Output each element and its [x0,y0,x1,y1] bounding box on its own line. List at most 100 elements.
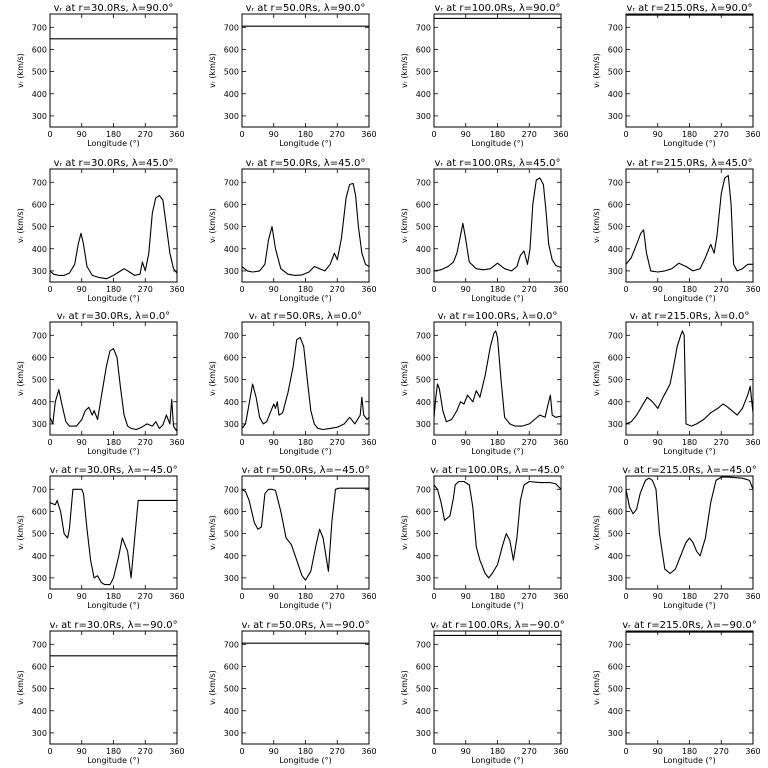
panel-title: vᵣ at r=30.0Rs, λ=0.0° [57,311,170,322]
y-axis-label: vᵣ (km/s) [208,515,217,550]
x-tick-label: 0 [623,438,628,447]
panel-title: vᵣ at r=50.0Rs, λ=−45.0° [241,465,369,476]
y-tick-label: 500 [224,376,239,385]
series-line [626,476,753,575]
y-tick-label: 300 [224,729,239,738]
plot-frame [241,168,370,283]
y-tick-label: 400 [416,398,431,407]
x-axis-label: Longitude (°) [471,756,524,765]
x-tick-label: 0 [623,285,628,294]
y-tick-label: 600 [416,507,431,516]
y-tick-label: 500 [32,685,47,694]
x-axis-label: Longitude (°) [471,139,524,148]
y-tick-label: 400 [416,707,431,716]
chart-panel-9: vᵣ at r=50.0Rs, λ=0.0° 0 90 180 270 360 300 400… [208,311,377,456]
y-tick-label: 700 [416,331,431,340]
panel-title: vᵣ at r=100.0Rs, λ=90.0° [434,3,560,14]
y-tick-label: 300 [416,112,431,121]
chart-panel-10: vᵣ at r=100.0Rs, λ=0.0° 0 90 180 270 360 300 40… [400,311,569,456]
y-tick-label: 300 [32,420,47,429]
y-tick-label: 700 [224,640,239,649]
y-tick-label: 400 [416,245,431,254]
plot-frame [625,13,754,128]
chart-panel-15: vᵣ at r=215.0Rs, λ=−45.0° 0 90 180 270 360 300… [592,465,761,610]
y-tick-label: 700 [608,640,623,649]
y-tick-label: 500 [608,685,623,694]
panel-title: vᵣ at r=215.0Rs, λ=−45.0° [622,465,757,476]
y-tick-label: 400 [416,552,431,561]
x-tick-label: 90 [269,130,279,139]
x-tick-label: 180 [490,592,505,601]
y-tick-label: 300 [224,112,239,121]
x-axis-label: Longitude (°) [87,139,140,148]
x-tick-label: 90 [269,592,279,601]
y-axis-label: vᵣ (km/s) [400,208,409,243]
x-tick-label: 180 [298,285,313,294]
x-tick-label: 360 [169,438,184,447]
x-tick-label: 0 [239,285,244,294]
y-axis-label: vᵣ (km/s) [16,515,25,550]
x-tick-label: 270 [522,285,537,294]
y-tick-label: 400 [608,245,623,254]
plot-frame [625,321,754,436]
x-tick-label: 180 [490,747,505,756]
plot-frame [49,630,178,745]
x-tick-label: 270 [138,747,153,756]
x-axis-label: Longitude (°) [663,447,716,456]
y-tick-label: 600 [32,353,47,362]
y-tick-label: 700 [32,331,47,340]
x-tick-label: 90 [461,438,471,447]
y-axis-label: vᵣ (km/s) [208,670,217,705]
y-axis-label: vᵣ (km/s) [400,361,409,396]
chart-panel-16: vᵣ at r=30.0Rs, λ=−90.0° 0 90 180 270 360 300 4… [16,620,185,765]
x-tick-label: 0 [431,285,436,294]
x-tick-label: 360 [553,592,568,601]
x-tick-label: 180 [298,438,313,447]
y-tick-label: 300 [32,267,47,276]
x-tick-label: 180 [298,130,313,139]
x-tick-label: 360 [553,747,568,756]
x-tick-label: 90 [461,592,471,601]
y-tick-label: 400 [32,398,47,407]
y-axis-label: vᵣ (km/s) [16,208,25,243]
x-tick-label: 0 [47,130,52,139]
x-tick-label: 270 [522,592,537,601]
y-tick-label: 600 [416,353,431,362]
y-tick-label: 500 [32,376,47,385]
y-tick-label: 700 [416,23,431,32]
x-tick-label: 0 [431,130,436,139]
panel-title: vᵣ at r=100.0Rs, λ=−45.0° [430,465,565,476]
y-tick-label: 300 [224,420,239,429]
panel-title: vᵣ at r=100.0Rs, λ=45.0° [434,158,560,169]
x-tick-label: 270 [138,592,153,601]
x-tick-label: 0 [47,592,52,601]
y-tick-label: 300 [32,112,47,121]
x-tick-label: 0 [47,285,52,294]
y-tick-label: 300 [416,267,431,276]
x-tick-label: 0 [431,438,436,447]
y-axis-label: vᵣ (km/s) [400,515,409,550]
x-axis-label: Longitude (°) [663,601,716,610]
x-tick-label: 270 [330,285,345,294]
x-tick-label: 180 [682,438,697,447]
x-tick-label: 360 [169,285,184,294]
y-tick-label: 700 [416,640,431,649]
series-line [242,487,369,581]
x-axis-label: Longitude (°) [663,756,716,765]
chart-panel-14: vᵣ at r=100.0Rs, λ=−45.0° 0 90 180 270 360 300… [400,465,569,610]
series-line [626,330,753,427]
x-tick-label: 180 [106,130,121,139]
plot-frame [241,475,370,590]
x-tick-label: 180 [106,747,121,756]
chart-panel-7: vᵣ at r=215.0Rs, λ=45.0° 0 90 180 270 360 300 4… [592,158,761,303]
x-tick-label: 270 [330,438,345,447]
x-tick-label: 0 [47,747,52,756]
y-tick-label: 600 [608,45,623,54]
y-tick-label: 500 [32,223,47,232]
series-line [626,175,753,273]
x-tick-label: 90 [269,747,279,756]
y-tick-label: 600 [608,200,623,209]
y-tick-label: 300 [32,729,47,738]
x-tick-label: 270 [714,130,729,139]
y-tick-label: 500 [224,223,239,232]
